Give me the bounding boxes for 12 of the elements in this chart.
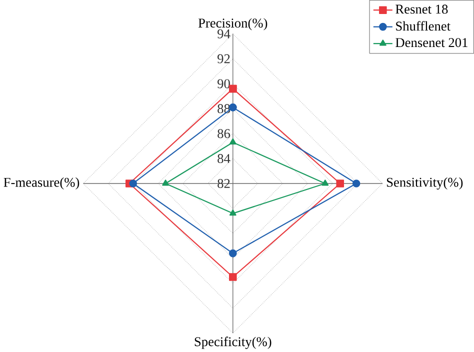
y-tick-label: 90 bbox=[218, 79, 230, 88]
y-tick-label: 94 bbox=[218, 29, 230, 38]
y-tick-label: 86 bbox=[218, 128, 230, 138]
spoke-label: Sensitivity(%) bbox=[386, 177, 463, 190]
y-tick-label: 84 bbox=[218, 154, 230, 163]
legend-label: Resnet 18 bbox=[396, 4, 448, 14]
spoke-label: Specificity(%) bbox=[194, 336, 272, 349]
legend-label: Shufflenet bbox=[396, 20, 450, 30]
legend-label: Densenet 201 bbox=[396, 38, 468, 47]
y-tick-label: 92 bbox=[218, 54, 230, 64]
spoke-label: Precision(%) bbox=[198, 18, 268, 30]
spoke-label: F-measure(%) bbox=[4, 177, 80, 190]
